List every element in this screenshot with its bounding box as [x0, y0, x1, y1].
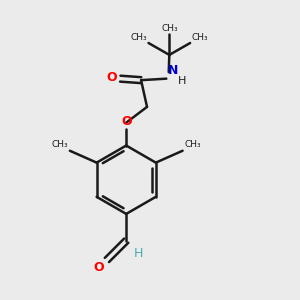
Text: O: O [107, 71, 117, 84]
Text: N: N [168, 64, 178, 77]
Text: CH₃: CH₃ [161, 24, 178, 33]
Text: O: O [93, 262, 104, 275]
Text: CH₃: CH₃ [52, 140, 68, 149]
Text: CH₃: CH₃ [184, 140, 201, 149]
Text: H: H [134, 247, 143, 260]
Text: CH₃: CH₃ [130, 32, 147, 41]
Text: CH₃: CH₃ [192, 32, 208, 41]
Text: H: H [178, 76, 186, 86]
Text: O: O [121, 115, 131, 128]
